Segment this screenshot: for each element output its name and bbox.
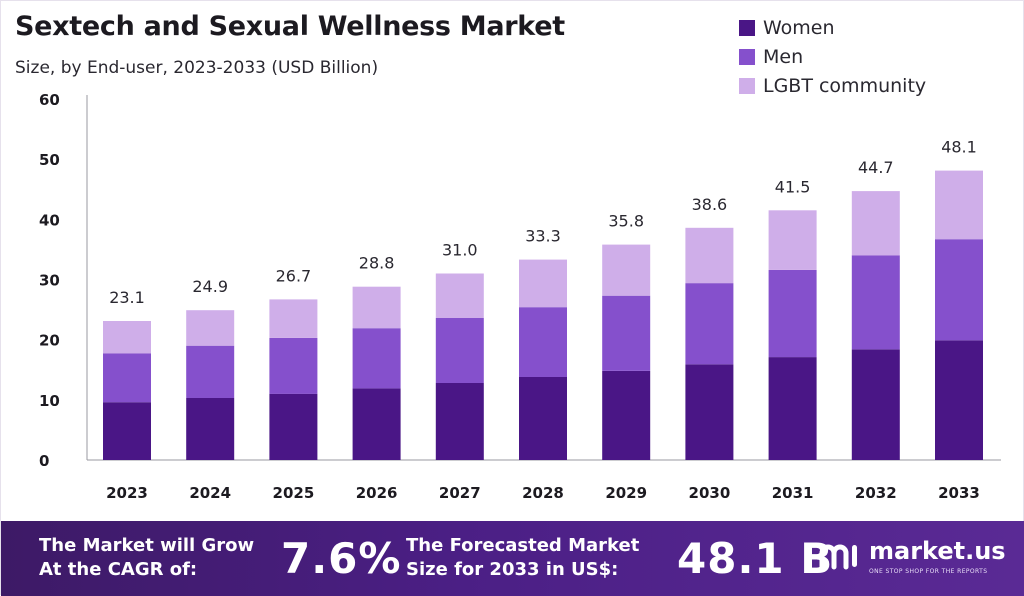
bar-2033-men bbox=[935, 239, 983, 341]
bar-2030-women bbox=[685, 364, 734, 460]
y-tick-label-10: 10 bbox=[39, 392, 60, 410]
bar-2023-men bbox=[103, 353, 151, 403]
total-label-2023: 23.1 bbox=[109, 288, 145, 307]
forecast-value: 48.1 B bbox=[677, 534, 834, 583]
total-label-2032: 44.7 bbox=[858, 158, 894, 177]
total-label-2025: 26.7 bbox=[276, 266, 312, 285]
x-tick-label-2031: 2031 bbox=[772, 484, 814, 502]
x-tick-label-2028: 2028 bbox=[522, 484, 564, 502]
market-us-logo[interactable]: market.us ONE STOP SHOP FOR THE REPORTS bbox=[819, 537, 1019, 587]
bar-2031-men bbox=[768, 269, 817, 358]
x-tick-label-2026: 2026 bbox=[356, 484, 398, 502]
bar-2027-men bbox=[435, 318, 484, 383]
bar-2031-women bbox=[768, 357, 817, 460]
x-tick-label-2024: 2024 bbox=[189, 484, 231, 502]
x-tick-label-2033: 2033 bbox=[938, 484, 980, 502]
legend-swatch-lgbt bbox=[739, 77, 755, 94]
total-label-2026: 28.8 bbox=[359, 254, 395, 273]
bar-2032-lgbt-community bbox=[851, 191, 900, 256]
bar-2026-lgbt-community bbox=[352, 286, 401, 329]
logo-name: market.us bbox=[869, 537, 1006, 565]
bar-2024-men bbox=[186, 345, 235, 398]
y-tick-label-30: 30 bbox=[39, 272, 60, 290]
legend-label-men: Men bbox=[763, 45, 804, 68]
y-tick-label-0: 0 bbox=[39, 452, 49, 470]
bar-2029-women bbox=[602, 371, 651, 460]
legend-item-lgbt: LGBT community bbox=[739, 71, 926, 100]
total-label-2033: 48.1 bbox=[941, 138, 977, 157]
bar-2028-women bbox=[519, 377, 567, 460]
bar-2023-women bbox=[103, 402, 151, 460]
x-tick-label-2025: 2025 bbox=[273, 484, 315, 502]
bar-2030-men bbox=[685, 283, 734, 365]
bar-2028-men bbox=[519, 307, 567, 377]
forecast-label-line1: The Forecasted Market bbox=[406, 535, 640, 556]
legend-swatch-men bbox=[739, 48, 755, 65]
cagr-value: 7.6% bbox=[281, 534, 402, 583]
cagr-label-line2: At the CAGR of: bbox=[39, 559, 198, 580]
bar-2030-lgbt-community bbox=[685, 227, 734, 284]
legend-item-men: Men bbox=[739, 42, 926, 71]
forecast-label-line2: Size for 2033 in US$: bbox=[406, 559, 619, 580]
total-label-2028: 33.3 bbox=[525, 227, 561, 246]
legend-item-women: Women bbox=[739, 13, 926, 42]
legend-label-women: Women bbox=[763, 16, 835, 39]
stacked-bar-chart: 010203040506023.1202324.9202426.7202528.… bbox=[39, 91, 1001, 502]
legend: Women Men LGBT community bbox=[739, 13, 926, 100]
total-label-2024: 24.9 bbox=[192, 277, 228, 296]
bar-2033-women bbox=[935, 340, 983, 460]
y-tick-label-50: 50 bbox=[39, 151, 60, 169]
chart-subtitle: Size, by End-user, 2023-2033 (USD Billio… bbox=[15, 58, 379, 78]
bar-2023-lgbt-community bbox=[103, 321, 151, 354]
total-label-2029: 35.8 bbox=[608, 212, 644, 231]
bar-2029-lgbt-community bbox=[602, 244, 651, 296]
bar-2025-men bbox=[269, 337, 318, 394]
bar-2028-lgbt-community bbox=[519, 259, 567, 308]
bar-2024-women bbox=[186, 398, 235, 460]
bar-2027-lgbt-community bbox=[435, 273, 484, 318]
logo-tagline: ONE STOP SHOP FOR THE REPORTS bbox=[869, 568, 988, 575]
total-label-2031: 41.5 bbox=[775, 177, 811, 196]
y-tick-label-40: 40 bbox=[39, 211, 60, 229]
legend-label-lgbt: LGBT community bbox=[763, 74, 927, 97]
bar-2029-men bbox=[602, 295, 651, 371]
bar-2032-men bbox=[851, 255, 900, 350]
bar-2024-lgbt-community bbox=[186, 310, 235, 346]
x-tick-label-2023: 2023 bbox=[106, 484, 148, 502]
bar-2027-women bbox=[435, 383, 484, 460]
forecast-label: The Forecasted Market Size for 2033 in U… bbox=[406, 534, 639, 582]
bar-2026-women bbox=[352, 388, 401, 460]
footer-banner: The Market will Grow At the CAGR of: 7.6… bbox=[1, 521, 1024, 596]
y-tick-label-20: 20 bbox=[39, 332, 60, 350]
x-tick-label-2027: 2027 bbox=[439, 484, 481, 502]
bar-2025-women bbox=[269, 393, 318, 460]
cagr-label-line1: The Market will Grow bbox=[39, 535, 255, 556]
chart-title: Sextech and Sexual Wellness Market bbox=[15, 11, 565, 42]
logo-mark-icon bbox=[819, 544, 857, 570]
total-label-2030: 38.6 bbox=[692, 195, 728, 214]
bar-2025-lgbt-community bbox=[269, 299, 318, 338]
y-tick-label-60: 60 bbox=[39, 91, 60, 109]
bar-2026-men bbox=[352, 328, 401, 389]
bar-2031-lgbt-community bbox=[768, 210, 817, 270]
x-tick-label-2030: 2030 bbox=[689, 484, 731, 502]
x-tick-label-2029: 2029 bbox=[605, 484, 647, 502]
bar-2033-lgbt-community bbox=[935, 170, 983, 240]
x-tick-label-2032: 2032 bbox=[855, 484, 897, 502]
bar-2032-women bbox=[851, 349, 900, 460]
total-label-2027: 31.0 bbox=[442, 240, 478, 259]
legend-swatch-women bbox=[739, 19, 755, 36]
cagr-label: The Market will Grow At the CAGR of: bbox=[39, 534, 254, 582]
